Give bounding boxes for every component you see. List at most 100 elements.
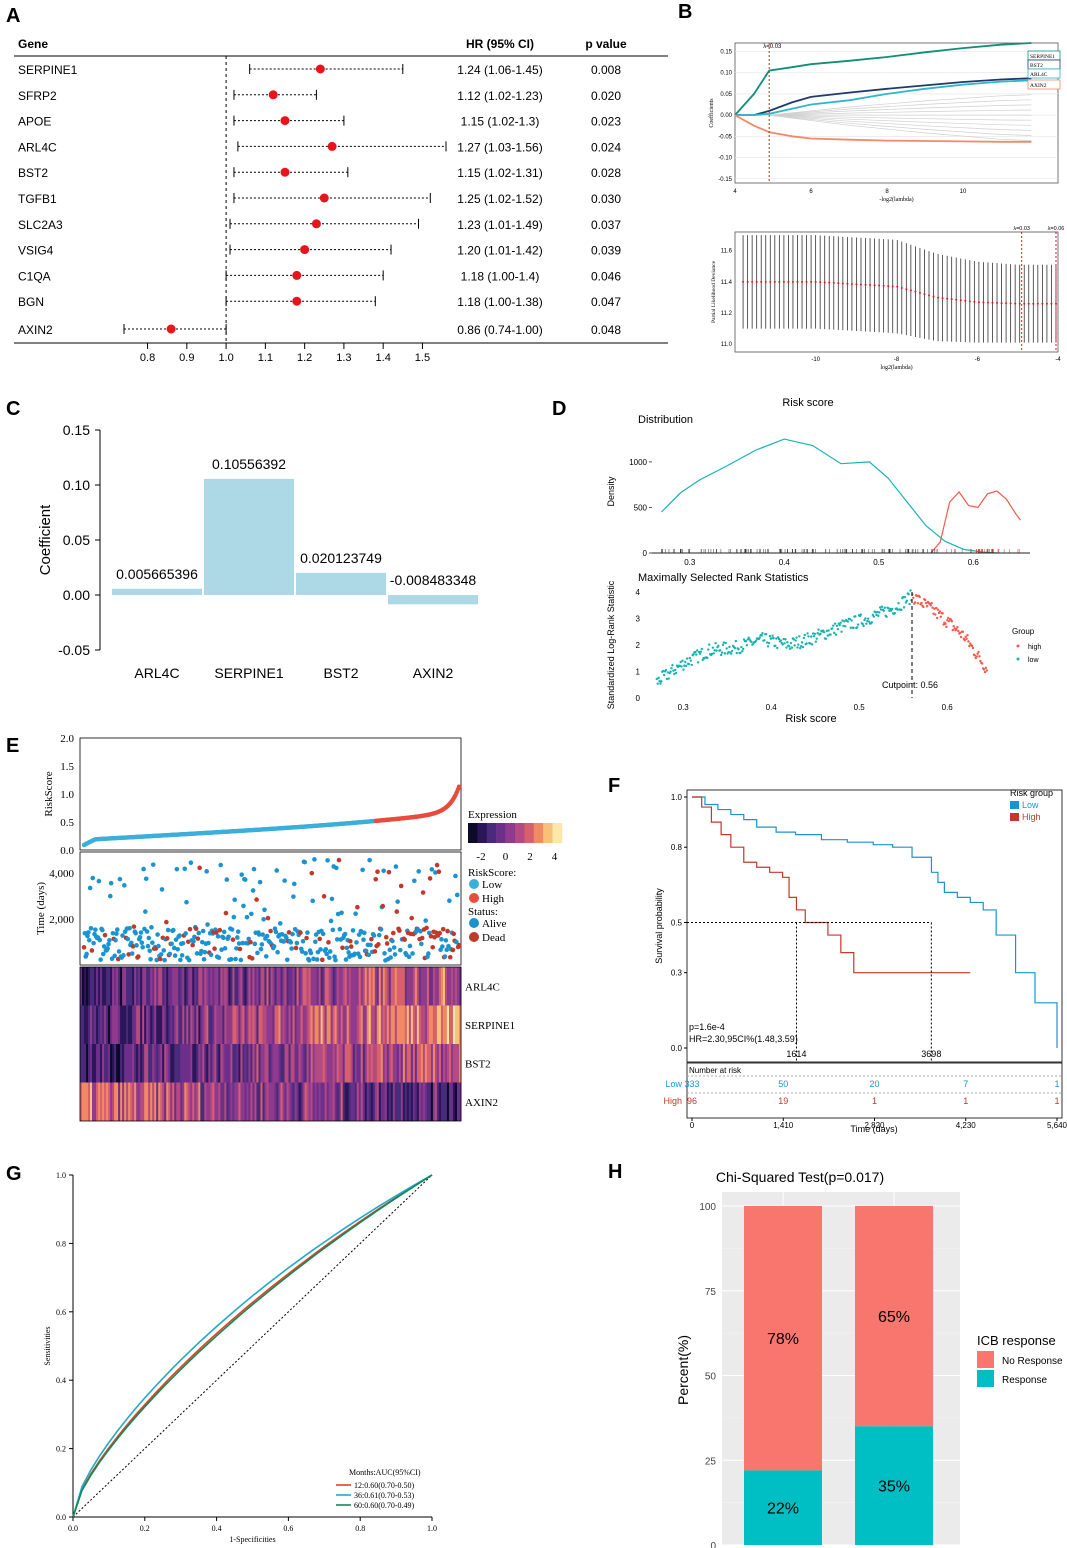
e-heatmap-cell	[150, 1005, 153, 1044]
d2-x-tick-label: 0.5	[854, 703, 866, 712]
e-time-point	[446, 943, 451, 949]
c-category-label: BST2	[323, 665, 358, 681]
e-heatmap-cell	[332, 1044, 336, 1083]
e-heatmap-cell	[186, 1005, 189, 1044]
e-heatmap-cell	[170, 1044, 173, 1083]
e-heatmap-cell	[306, 967, 309, 1006]
d2-point	[942, 623, 945, 626]
b2-mean-point	[973, 300, 976, 303]
e-time-point	[223, 910, 229, 916]
e-heatmap-cell	[150, 967, 153, 1006]
e-time-point	[185, 939, 191, 945]
d2-point	[682, 668, 685, 671]
e-time-point	[217, 927, 223, 933]
e-heatmap-cell	[174, 1005, 177, 1044]
e-time-point	[382, 951, 387, 956]
b1-background-path	[769, 114, 1032, 141]
d2-point	[952, 625, 955, 628]
e-time-point	[313, 939, 318, 945]
e-heatmap-cell	[148, 967, 151, 1006]
e-heatmap-cell	[262, 1005, 265, 1044]
d2-legend-title: Group	[1012, 627, 1035, 636]
c-bar-value-label: 0.020123749	[300, 550, 382, 566]
b1-y-tick-label: 0.15	[720, 49, 732, 55]
e-time-point	[454, 892, 460, 898]
c-category-label: AXIN2	[413, 665, 454, 681]
e-heatmap-cell	[274, 967, 277, 1006]
e-heatmap-cell	[376, 1005, 380, 1044]
e-heatmap-cell	[396, 1082, 400, 1121]
e-heatmap-cell	[296, 1082, 299, 1121]
e-heatmap-cell	[250, 967, 253, 1006]
f-risk-table-title: Number at risk	[689, 1066, 742, 1075]
e-heatmap-cell	[434, 1044, 438, 1083]
e-heatmap-cell	[344, 967, 348, 1006]
e-heatmap-cell	[370, 1005, 374, 1044]
e-time-point	[143, 909, 148, 914]
d2-point	[775, 637, 778, 640]
d2-legend-dot	[1016, 657, 1020, 661]
forest-x-tick-label: 1.4	[376, 352, 391, 364]
d2-point	[719, 649, 722, 652]
e-heatmap-cell	[160, 967, 163, 1006]
e-heatmap-cell	[120, 1082, 123, 1121]
e-heatmap-cell	[148, 1044, 151, 1083]
e-heatmap-cell	[162, 1005, 165, 1044]
e-heatmap-cell	[202, 967, 205, 1006]
e-status-legend-dot	[469, 932, 479, 942]
d2-point	[829, 633, 832, 636]
e-heatmap-cell	[140, 1082, 143, 1121]
e-heatmap-cell	[342, 1082, 346, 1121]
d2-point	[915, 594, 919, 598]
e-time-point	[450, 947, 456, 953]
e-time-point	[121, 953, 126, 958]
e-heatmap-cell	[278, 1005, 281, 1044]
b2-mean-point	[819, 281, 822, 284]
b2-mean-point	[791, 280, 794, 283]
f-median-label: 1614	[786, 1049, 806, 1059]
e-risk-legend-title: RiskScore:	[468, 867, 516, 879]
d2-point	[684, 660, 687, 664]
forest-hr-point	[292, 270, 302, 280]
panel-label-g: G	[6, 1163, 22, 1185]
e-heatmap-cell	[288, 1082, 291, 1121]
e-heatmap-cell	[126, 1005, 129, 1044]
d2-point	[840, 630, 843, 633]
e-heatmap-cell	[432, 1082, 436, 1121]
e-riskscore-tick-label: 1.5	[60, 761, 74, 773]
e-expression-swatch	[468, 823, 478, 843]
b2-y-axis-label: Partial Likelihood Deviance	[711, 260, 717, 323]
e-time-point	[303, 951, 308, 956]
e-heatmap-cell	[284, 1005, 287, 1044]
f-y-tick-label: 0.8	[671, 843, 683, 852]
e-heatmap-cell	[278, 1082, 281, 1121]
e-time-point	[451, 931, 457, 937]
b2-mean-point	[1023, 302, 1026, 305]
d2-point	[659, 682, 662, 685]
e-time-point	[215, 934, 221, 939]
e-time-point	[183, 931, 188, 936]
e-time-point	[254, 897, 259, 902]
d1-y-axis-label: Density	[606, 476, 616, 507]
e-heatmap-cell	[108, 1005, 111, 1044]
e-time-point	[97, 937, 103, 943]
e-heatmap-cell	[80, 967, 83, 1006]
e-heatmap-cell	[376, 967, 380, 1006]
e-expression-swatch	[543, 823, 553, 843]
e-heatmap-cell	[80, 1005, 83, 1044]
e-heatmap-cell	[200, 1082, 203, 1121]
b1-x-axis-label: -log2(lambda)	[879, 196, 913, 203]
d2-point	[885, 615, 888, 618]
e-time-point	[355, 904, 360, 910]
e-heatmap-cell	[92, 1082, 95, 1121]
e-risk-legend-dot	[469, 893, 479, 903]
e-heatmap-cell	[242, 1044, 245, 1083]
e-time-point	[96, 878, 102, 884]
e-heatmap-cell	[196, 1044, 199, 1083]
e-heatmap-cell	[148, 1005, 151, 1044]
d2-point	[985, 669, 988, 672]
e-time-point	[318, 947, 323, 952]
e-heatmap-cell	[262, 1082, 265, 1121]
b2-mean-point	[1009, 302, 1012, 305]
